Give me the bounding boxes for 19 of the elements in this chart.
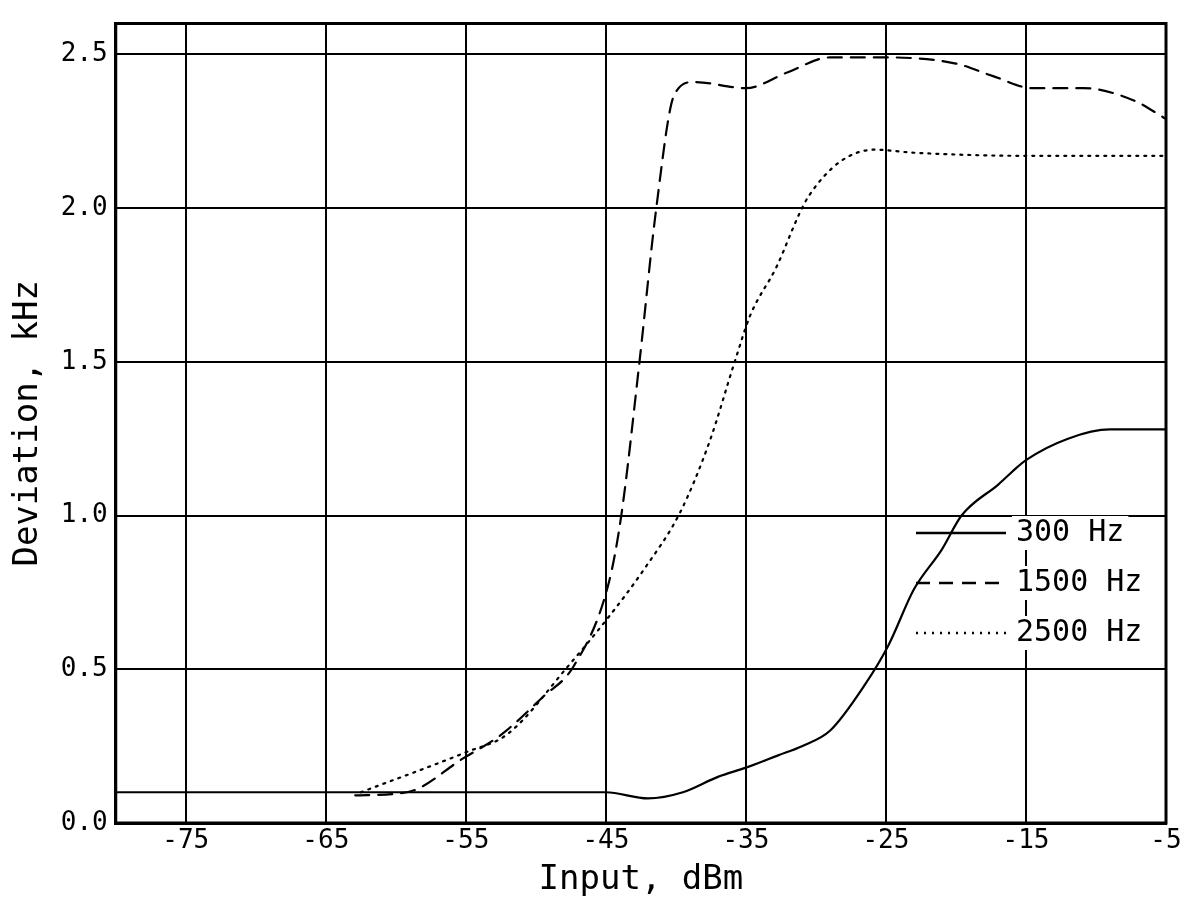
x-tick-label: -25 bbox=[862, 824, 910, 855]
y-tick-label: 0.5 bbox=[60, 652, 108, 683]
x-axis-title: Input, dBm bbox=[538, 857, 744, 898]
y-tick-label: 1.5 bbox=[60, 344, 108, 375]
y-axis-title: Deviation, kHz bbox=[5, 280, 46, 567]
x-tick-label: -15 bbox=[1002, 824, 1050, 855]
y-tick-label: 2.0 bbox=[60, 190, 108, 221]
x-tick-label: -45 bbox=[582, 824, 630, 855]
x-tick-label: -35 bbox=[722, 824, 770, 855]
x-tick-label: -65 bbox=[302, 824, 350, 855]
y-tick-label: 1.0 bbox=[60, 498, 108, 529]
legend-label: 1500 Hz bbox=[1016, 562, 1143, 598]
y-tick-label: 2.5 bbox=[60, 37, 108, 68]
x-tick-label: -75 bbox=[162, 824, 210, 855]
y-tick-label: 0.0 bbox=[60, 805, 108, 836]
x-tick-label: -5 bbox=[1150, 824, 1182, 855]
legend-label: 300 Hz bbox=[1016, 512, 1125, 548]
legend-label: 2500 Hz bbox=[1016, 612, 1143, 648]
x-tick-label: -55 bbox=[442, 824, 490, 855]
